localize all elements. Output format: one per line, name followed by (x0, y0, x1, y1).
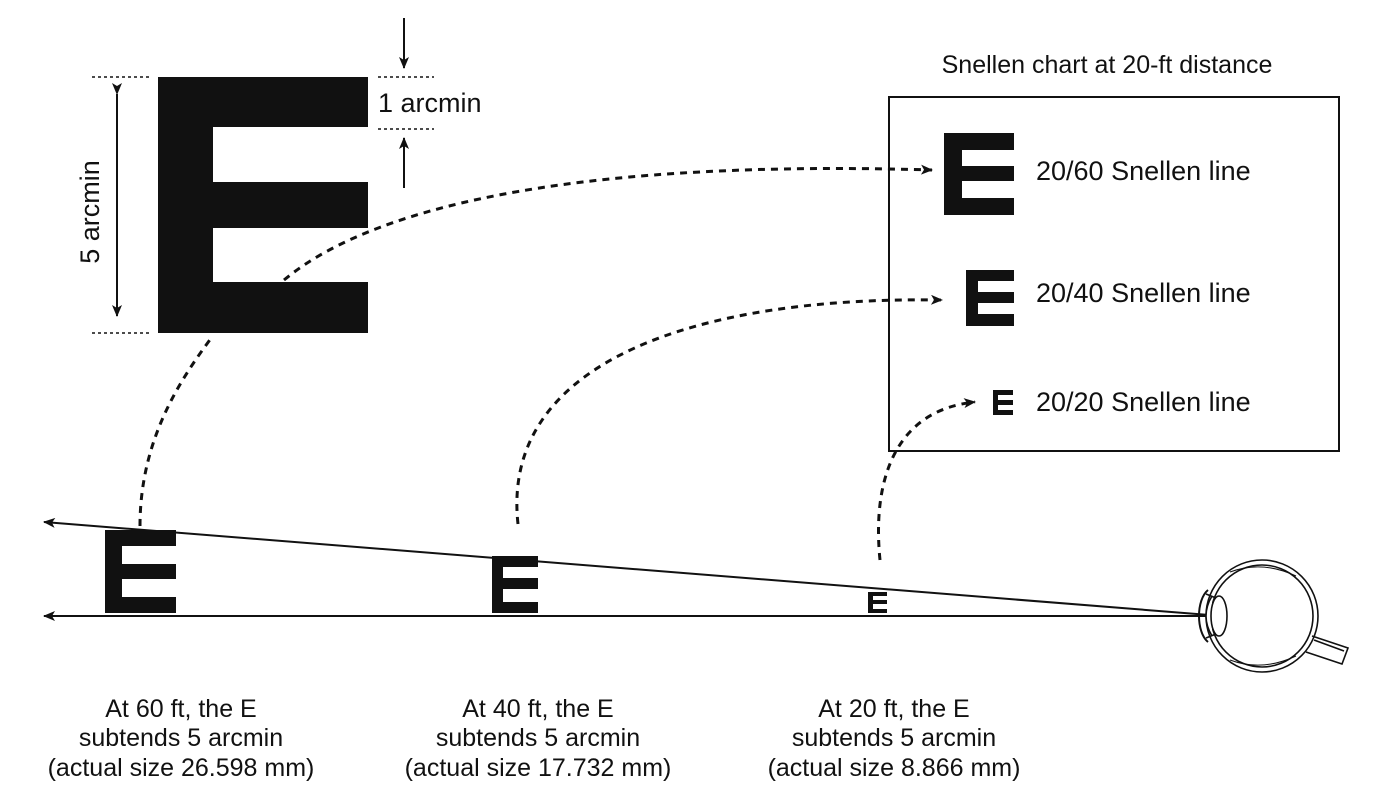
caption-40ft-line2: subtends 5 arcmin (436, 724, 640, 752)
snellen-chart: Snellen chart at 20-ft distance 20/60 Sn… (888, 51, 1340, 452)
caption-40ft-line1: At 40 ft, the E (462, 695, 613, 723)
caption-20ft-line1: At 20 ft, the E (818, 695, 969, 723)
letter-40ft (492, 556, 538, 613)
connector-60ft-to-big (138, 336, 214, 527)
height-label: 5 arcmin (75, 160, 105, 264)
connector-20ft-to-2020 (877, 398, 976, 561)
caption-60ft-line1: At 60 ft, the E (105, 695, 256, 723)
distance-letters (105, 530, 887, 613)
chart-line-2-label: 20/20 Snellen line (1036, 387, 1251, 417)
chart-line-0-label: 20/60 Snellen line (1036, 156, 1251, 186)
connector-big-to-2060 (283, 164, 933, 282)
caption-20ft-line3: (actual size 8.866 mm) (768, 754, 1021, 782)
caption-60ft-line3: (actual size 26.598 mm) (48, 754, 315, 782)
sight-lines (43, 517, 1223, 621)
connector-40ft-to-2040 (515, 294, 943, 525)
eye-icon (1198, 559, 1350, 673)
chart-frame (888, 96, 1340, 452)
caption-40ft-line3: (actual size 17.732 mm) (405, 754, 672, 782)
letter-20ft (868, 592, 887, 613)
stroke-label: 1 arcmin (378, 88, 482, 118)
letter-60ft (105, 530, 176, 613)
caption-60ft-line2: subtends 5 arcmin (79, 724, 283, 752)
chart-line-1-label: 20/40 Snellen line (1036, 278, 1251, 308)
caption-20ft-line2: subtends 5 arcmin (792, 724, 996, 752)
big-e-group: 5 arcmin 1 arcmin (75, 18, 482, 334)
big-e-letter (158, 77, 368, 333)
chart-line-2-letter (993, 390, 1013, 415)
chart-line-0-letter (944, 133, 1014, 215)
connectors (138, 164, 976, 561)
angled-sight-line (43, 517, 1223, 617)
chart-title: Snellen chart at 20-ft distance (942, 51, 1273, 79)
chart-line-1-letter (966, 270, 1014, 326)
captions: At 60 ft, the E subtends 5 arcmin (actua… (48, 695, 1021, 782)
